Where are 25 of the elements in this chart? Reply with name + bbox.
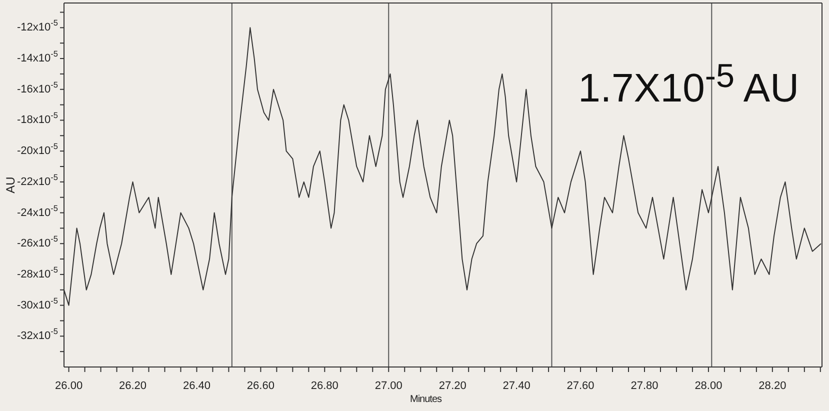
x-tick-label: 28.00 (694, 380, 722, 392)
y-axis-title: AU (3, 176, 18, 194)
y-tick-label: -24x10$^{-5}$ (17, 203, 58, 219)
x-tick-label: 26.00 (55, 380, 83, 392)
y-tick-label: -16x10$^{-5}$ (17, 80, 58, 96)
y-tick-label: -22x10$^{-5}$ (17, 172, 58, 188)
y-tick-label: -12x10$^{-5}$ (17, 18, 58, 34)
x-tick-label: 26.60 (246, 380, 274, 392)
x-tick-label: 27.40 (502, 380, 530, 392)
y-tick-label: -28x10$^{-5}$ (17, 265, 58, 280)
x-tick-label: 26.80 (310, 380, 338, 392)
x-tick-label: 27.00 (374, 380, 402, 392)
x-tick-label: 27.20 (438, 380, 466, 392)
x-tick-label: 28.20 (758, 380, 786, 392)
y-tick-label: -26x10$^{-5}$ (17, 234, 58, 250)
x-axis-title: Minutes (410, 394, 442, 405)
x-tick-label: 26.20 (119, 380, 147, 392)
y-tick-label: -30x10$^{-5}$ (17, 296, 58, 312)
x-tick-label: 26.40 (182, 380, 210, 392)
y-tick-label: -32x10$^{-5}$ (17, 326, 58, 342)
y-tick-label: -20x10$^{-5}$ (17, 142, 58, 157)
x-tick-label: 27.60 (566, 380, 594, 392)
y-tick-label: -14x10$^{-5}$ (17, 49, 58, 64)
x-tick-label: 27.80 (630, 380, 658, 392)
y-tick-label: -18x10$^{-5}$ (17, 110, 58, 126)
